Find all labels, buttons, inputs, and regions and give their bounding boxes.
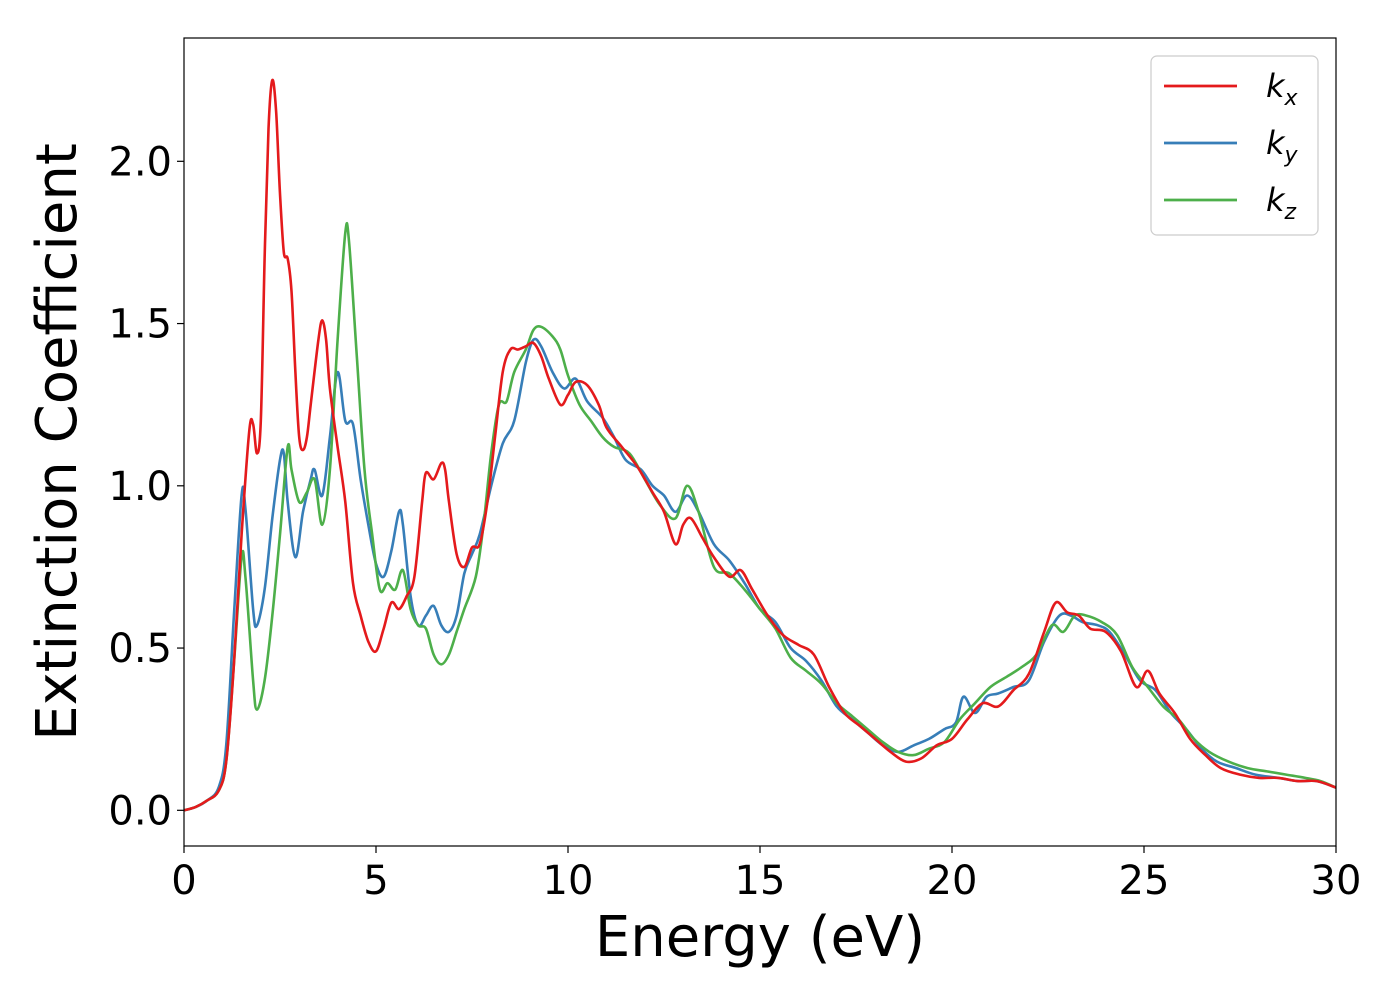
legend-label-ky: ky bbox=[1266, 124, 1299, 168]
y-tick-label: 2.0 bbox=[108, 139, 172, 185]
series-line-kx bbox=[184, 78, 1336, 812]
legend-label-subscript: z bbox=[1284, 200, 1297, 225]
series-line-kz bbox=[184, 221, 1336, 812]
y-axis: 0.0 0.5 1.0 1.5 2.0 bbox=[108, 139, 184, 834]
y-axis-label: Extinction Coefficient bbox=[25, 143, 90, 741]
legend-label-base: k bbox=[1266, 124, 1286, 162]
x-tick-label: 20 bbox=[927, 858, 978, 904]
legend-box bbox=[1150, 55, 1319, 236]
x-tick-label: 5 bbox=[363, 858, 388, 904]
x-tick-label: 30 bbox=[1311, 858, 1362, 904]
legend-label-base: k bbox=[1266, 181, 1286, 219]
x-axis-label: Energy (eV) bbox=[595, 905, 925, 970]
y-tick-label: 0.5 bbox=[108, 626, 172, 672]
legend-label-kx: kx bbox=[1266, 67, 1299, 111]
x-axis: 0 5 10 15 20 25 30 bbox=[171, 846, 1361, 904]
y-tick-label: 0.0 bbox=[108, 788, 172, 834]
x-tick-label: 15 bbox=[735, 858, 786, 904]
legend-label-subscript: y bbox=[1284, 143, 1299, 168]
legend-label-kz: kz bbox=[1266, 181, 1297, 225]
legend-label-subscript: x bbox=[1284, 86, 1299, 111]
x-tick-label: 10 bbox=[543, 858, 594, 904]
y-tick-label: 1.0 bbox=[108, 464, 172, 510]
x-tick-label: 0 bbox=[171, 858, 196, 904]
series-group bbox=[184, 78, 1336, 812]
y-tick-label: 1.5 bbox=[108, 302, 172, 348]
series-line-ky bbox=[184, 337, 1336, 812]
legend-label-base: k bbox=[1266, 67, 1286, 105]
x-tick-label: 25 bbox=[1119, 858, 1170, 904]
